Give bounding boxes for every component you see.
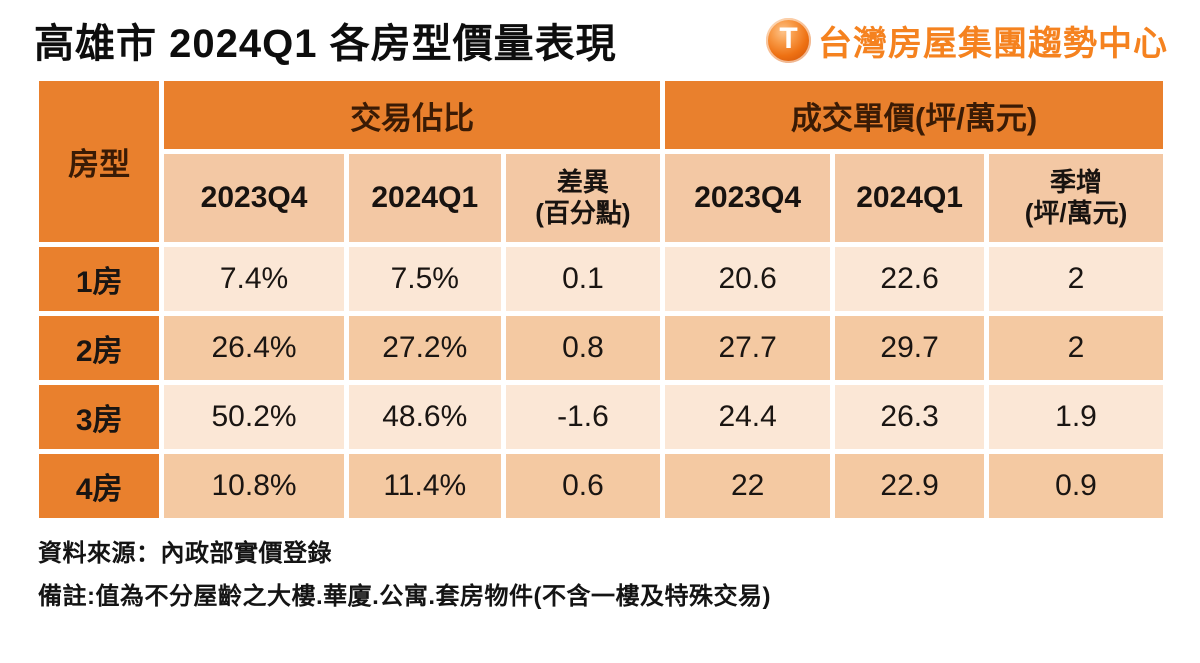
subheader-share-2023q4: 2023Q4	[164, 154, 344, 242]
price-2024q1-value: 22.9	[835, 454, 985, 518]
data-source-note: 資料來源：內政部實價登錄	[38, 540, 332, 567]
share-2024q1-value: 48.6%	[348, 385, 501, 449]
corner-header-room-type: 房型	[39, 81, 160, 242]
subheader-price-2024q1: 2024Q1	[835, 154, 985, 242]
subheader-price-2023q4: 2023Q4	[665, 154, 831, 242]
table-row-2room: 2房 26.4% 27.2% 0.8 27.7 29.7 2	[39, 316, 1163, 380]
remark-note: 備註:值為不分屋齡之大樓.華廈.公寓.套房物件(不含一樓及特殊交易)	[38, 583, 771, 610]
share-diff-value: 0.1	[505, 247, 661, 311]
price-2024q1-value: 29.7	[835, 316, 985, 380]
share-2023q4-value: 7.4%	[164, 247, 344, 311]
group-header-row: 房型 交易佔比 成交單價(坪/萬元)	[39, 81, 1163, 242]
row-label: 2房	[39, 316, 160, 380]
brand-name: 台灣房屋集團趨勢中心	[818, 24, 1168, 63]
subheader-price-qoq: 季增 (坪/萬元)	[989, 154, 1163, 242]
sub-header-row: 2023Q4 2024Q1 差異 (百分點) 2023Q4 2024Q1 季增 …	[39, 154, 1163, 242]
subheader-share-2024q1: 2024Q1	[348, 154, 501, 242]
price-2023q4-value: 20.6	[665, 247, 831, 311]
price-2024q1-value: 26.3	[835, 385, 985, 449]
share-2024q1-value: 11.4%	[348, 454, 501, 518]
taiwan-housing-t-icon: T	[766, 17, 811, 63]
price-qoq-value: 2	[989, 247, 1163, 311]
subheader-share-diff: 差異 (百分點)	[505, 154, 661, 242]
price-qoq-value: 1.9	[989, 385, 1163, 449]
share-diff-value: 0.6	[505, 454, 661, 518]
group-header-transaction-share: 交易佔比	[164, 81, 661, 149]
price-qoq-value: 2	[989, 316, 1163, 380]
group-header-unit-price: 成交單價(坪/萬元)	[665, 81, 1163, 149]
t-icon-letter: T	[779, 22, 798, 55]
row-label: 4房	[39, 454, 160, 518]
share-2023q4-value: 26.4%	[164, 316, 344, 380]
share-2023q4-value: 10.8%	[164, 454, 344, 518]
price-2023q4-value: 24.4	[665, 385, 831, 449]
price-2023q4-value: 27.7	[665, 316, 831, 380]
table-row-1room: 1房 7.4% 7.5% 0.1 20.6 22.6 2	[39, 247, 1163, 311]
price-volume-table: 房型 交易佔比 成交單價(坪/萬元) 2023Q4 2024Q1 差異 (百分點…	[34, 76, 1168, 523]
share-2024q1-value: 27.2%	[348, 316, 501, 380]
page-title: 高雄市 2024Q1 各房型價量表現	[34, 22, 617, 66]
footer-notes: 資料來源：內政部實價登錄 備註:值為不分屋齡之大樓.華廈.公寓.套房物件(不含一…	[34, 533, 1168, 611]
brand-logo: T 台灣房屋集團趨勢中心	[766, 16, 1168, 65]
share-diff-value: -1.6	[505, 385, 661, 449]
table-row-3room: 3房 50.2% 48.6% -1.6 24.4 26.3 1.9	[39, 385, 1163, 449]
title-row: 高雄市 2024Q1 各房型價量表現 T 台灣房屋集團趨勢中心	[34, 8, 1168, 72]
row-label: 3房	[39, 385, 160, 449]
table-row-4room: 4房 10.8% 11.4% 0.6 22 22.9 0.9	[39, 454, 1163, 518]
share-2023q4-value: 50.2%	[164, 385, 344, 449]
price-2023q4-value: 22	[665, 454, 831, 518]
price-qoq-value: 0.9	[989, 454, 1163, 518]
row-label: 1房	[39, 247, 160, 311]
share-2024q1-value: 7.5%	[348, 247, 501, 311]
price-2024q1-value: 22.6	[835, 247, 985, 311]
share-diff-value: 0.8	[505, 316, 661, 380]
